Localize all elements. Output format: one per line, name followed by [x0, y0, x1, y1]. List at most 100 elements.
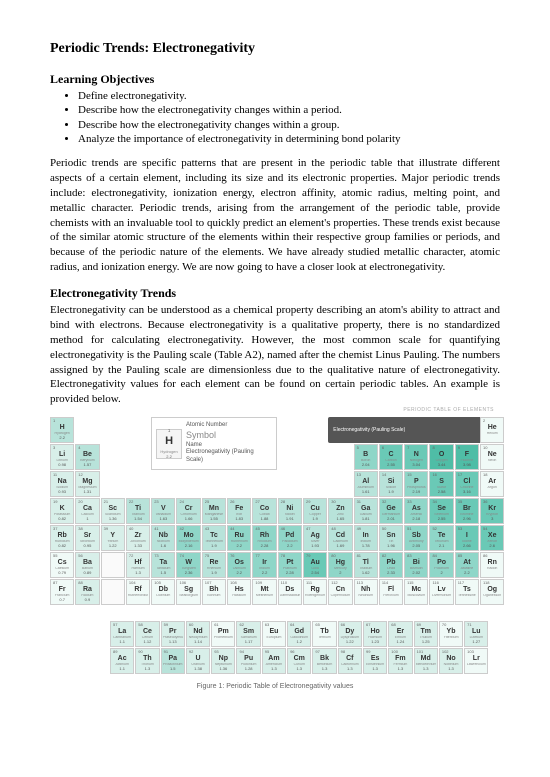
table-top-label: PERIODIC TABLE OF ELEMENTS	[403, 407, 494, 414]
element-cell: 41NbNiobium1.6	[151, 525, 175, 551]
element-cell: 8OOxygen3.44	[429, 444, 453, 470]
element-cell: 72HfHafnium1.3	[126, 552, 150, 578]
element-cell: 10NeNeon	[480, 444, 504, 470]
element-cell: 70YbYtterbium	[439, 621, 463, 647]
element-cell: 59PrPraseodymium1.13	[161, 621, 185, 647]
element-cell: 115McMoscovium	[404, 579, 428, 605]
element-cell: 82PbLead2.33	[379, 552, 403, 578]
element-cell: 18ArArgon	[480, 471, 504, 497]
element-cell: 114FlFlerovium	[379, 579, 403, 605]
element-cell: 91PaProtactinium1.5	[161, 648, 185, 674]
element-cell: 39YYttrium1.22	[101, 525, 125, 551]
element-cell: 60NdNeodymium1.14	[186, 621, 210, 647]
element-cell: 26FeIron1.83	[227, 498, 251, 524]
element-cell: 7NNitrogen3.04	[404, 444, 428, 470]
element-cell: 89AcActinium1.1	[110, 648, 134, 674]
element-cell: 56BaBarium0.89	[75, 552, 99, 578]
element-cell: 49InIndium1.78	[354, 525, 378, 551]
element-cell: 110DsDarmstadtium	[278, 579, 302, 605]
element-cell: 58CeCerium1.12	[135, 621, 159, 647]
element-cell: 90ThThorium1.3	[135, 648, 159, 674]
element-cell: 52TeTellurium2.1	[429, 525, 453, 551]
objective-item: Analyze the importance of electronegativ…	[78, 132, 500, 146]
element-cell: 88RaRadium0.9	[75, 579, 99, 605]
trends-heading: Electronegativity Trends	[50, 285, 500, 301]
element-cell: 24CrChromium1.66	[176, 498, 200, 524]
element-cell: 108HsHassium	[227, 579, 251, 605]
element-cell: 36KrKrypton3	[480, 498, 504, 524]
element-cell: 102NoNobelium1.3	[439, 648, 463, 674]
element-cell: 80HgMercury2	[328, 552, 352, 578]
element-cell: 35BrBromine2.96	[455, 498, 479, 524]
element-cell: 95AmAmericium1.3	[262, 648, 286, 674]
element-cell: 109MtMeitnerium	[252, 579, 276, 605]
element-cell: 50SnTin1.96	[379, 525, 403, 551]
element-cell: 106SgSeaborgium	[176, 579, 200, 605]
element-cell: 63EuEuropium	[262, 621, 286, 647]
element-cell: 30ZnZinc1.65	[328, 498, 352, 524]
element-cell: 69TmThulium1.25	[414, 621, 438, 647]
scale-selector[interactable]: Electronegativity (Pauling Scale) ⌄	[328, 417, 504, 443]
element-cell: 23VVanadium1.63	[151, 498, 175, 524]
objective-item: Describe how the electronegativity chang…	[78, 103, 500, 117]
element-cell: 11NaSodium0.93	[50, 471, 74, 497]
element-cell: 47AgSilver1.93	[303, 525, 327, 551]
periodic-table-fblock: 57LaLanthanum1.158CeCerium1.1259PrPraseo…	[110, 621, 500, 674]
element-cell: 46PdPalladium2.2	[278, 525, 302, 551]
objectives-heading: Learning Objectives	[50, 71, 500, 87]
element-cell: 1HHydrogen2.2	[50, 417, 74, 443]
element-cell: 43TcTechnetium1.9	[202, 525, 226, 551]
element-cell: 29CuCopper1.9	[303, 498, 327, 524]
element-cell: 54XeXenon2.6	[480, 525, 504, 551]
element-cell: 4BeBeryllium1.57	[75, 444, 99, 470]
element-cell: 79AuGold2.54	[303, 552, 327, 578]
element-cell: 22TiTitanium1.54	[126, 498, 150, 524]
element-cell: 99EsEinsteinium1.3	[363, 648, 387, 674]
element-cell: 19KPotassium0.82	[50, 498, 74, 524]
element-cell: 64GdGadolinium1.2	[287, 621, 311, 647]
element-cell: 67HoHolmium1.23	[363, 621, 387, 647]
element-cell: 118OgOganesson	[480, 579, 504, 605]
scale-label: Electronegativity (Pauling Scale)	[333, 427, 405, 434]
element-cell: 101MdMendelevium1.3	[414, 648, 438, 674]
element-cell: 87FrFrancium0.7	[50, 579, 74, 605]
intro-paragraph: Periodic trends are specific patterns th…	[50, 156, 500, 275]
element-cell: 94PuPlutonium1.28	[236, 648, 260, 674]
element-cell: 66DyDysprosium1.22	[338, 621, 362, 647]
element-cell: 34SeSelenium2.55	[429, 498, 453, 524]
element-cell: 61PmPromethium	[211, 621, 235, 647]
element-cell: 32GeGermanium2.01	[379, 498, 403, 524]
element-cell: 104RfRutherfordium	[126, 579, 150, 605]
element-cell: 28NiNickel1.91	[278, 498, 302, 524]
element-cell: 37RbRubidium0.82	[50, 525, 74, 551]
element-cell: 25MnManganese1.55	[202, 498, 226, 524]
element-cell: 76OsOsmium2.2	[227, 552, 251, 578]
element-cell: 20CaCalcium1	[75, 498, 99, 524]
element-cell: 113NhNihonium	[354, 579, 378, 605]
element-cell: 86RnRadon	[480, 552, 504, 578]
objective-item: Define electronegativity.	[78, 89, 500, 103]
element-cell: 62SmSamarium1.17	[236, 621, 260, 647]
element-cell: 81TlThallium1.62	[354, 552, 378, 578]
element-cell: 73TaTantalum1.5	[151, 552, 175, 578]
element-cell: 85AtAstatine2.2	[455, 552, 479, 578]
page-title: Periodic Trends: Electronegativity	[50, 40, 500, 59]
trends-paragraph: Electronegativity can be understood as a…	[50, 303, 500, 407]
element-cell: 15PPhosphorus2.19	[404, 471, 428, 497]
periodic-table-figure: PERIODIC TABLE OF ELEMENTS 1 H Hydrogen …	[50, 417, 500, 691]
element-cell: 17ClChlorine3.16	[455, 471, 479, 497]
element-cell: 51SbAntimony2.05	[404, 525, 428, 551]
element-cell: 9FFluorine3.98	[455, 444, 479, 470]
figure-caption: Figure 1: Periodic Table of Electronegat…	[50, 682, 500, 691]
element-cell: 111RgRoentgenium	[303, 579, 327, 605]
element-cell: 103LrLawrencium	[464, 648, 488, 674]
element-cell: 14SiSilicon1.9	[379, 471, 403, 497]
element-cell: 65TbTerbium	[312, 621, 336, 647]
element-cell: 3LiLithium0.98	[50, 444, 74, 470]
element-cell: 107BhBohrium	[202, 579, 226, 605]
element-cell: 31GaGallium1.81	[354, 498, 378, 524]
legend-labels: Atomic Number Symbol Name Electronegativ…	[186, 422, 272, 465]
objectives-list: Define electronegativity. Describe how t…	[50, 89, 500, 146]
element-cell: 68ErErbium1.24	[388, 621, 412, 647]
element-cell: 42MoMolybdenum2.16	[176, 525, 200, 551]
